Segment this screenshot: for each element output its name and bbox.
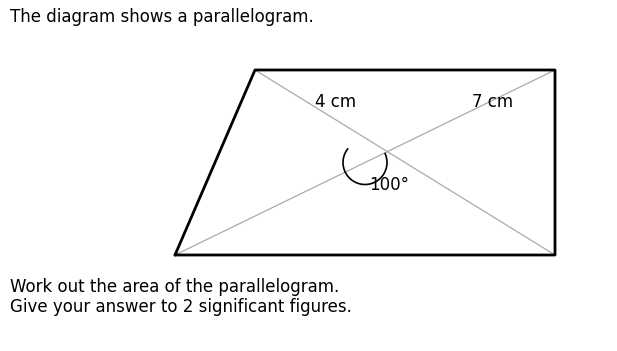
Text: Give your answer to 2 significant figures.: Give your answer to 2 significant figure…	[10, 298, 352, 316]
Text: Work out the area of the parallelogram.: Work out the area of the parallelogram.	[10, 278, 339, 296]
Text: 7 cm: 7 cm	[472, 93, 513, 111]
Text: 100°: 100°	[369, 177, 409, 194]
Text: The diagram shows a parallelogram.: The diagram shows a parallelogram.	[10, 8, 314, 26]
Text: 4 cm: 4 cm	[315, 93, 356, 111]
